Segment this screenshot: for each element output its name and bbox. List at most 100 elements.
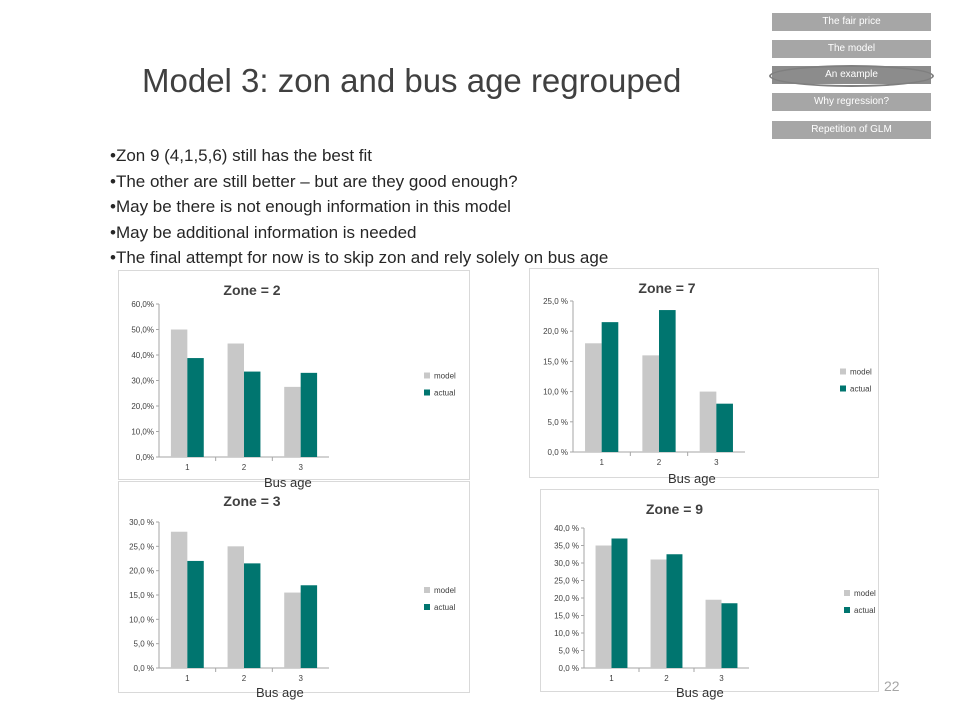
chart-svg: Zone = 7 0,0 % 5,0 % 10,0 % 15,0 % 20,0 % 25,0… <box>543 280 872 467</box>
bullet-item: •The other are still better – but are th… <box>110 171 518 191</box>
x-tick-label: 3 <box>298 674 303 683</box>
y-tick-label: 20,0 % <box>554 594 579 603</box>
legend-swatch-actual <box>840 385 846 392</box>
y-tick-label: 25,0 % <box>543 297 568 306</box>
y-tick-label: 0,0 % <box>559 664 579 673</box>
legend-swatch-model <box>424 372 430 379</box>
active-nav-highlight <box>769 65 934 87</box>
x-tick-label: 2 <box>242 463 247 472</box>
y-tick-label: 20,0 % <box>129 567 154 576</box>
bullet-item: •May be additional information is needed <box>110 222 417 242</box>
bar-model-3 <box>705 599 722 668</box>
y-tick-label: 10,0 % <box>543 388 568 397</box>
legend-swatch-model <box>840 368 846 375</box>
y-tick-label: 30,0 % <box>554 559 579 568</box>
legend-label-model: model <box>434 586 456 595</box>
page-number: 22 <box>884 678 900 694</box>
y-tick-label: 10,0% <box>131 428 154 437</box>
y-tick-label: 15,0 % <box>129 591 154 600</box>
bullet-item: •May be there is not enough information … <box>110 197 511 216</box>
legend-label-actual: actual <box>434 603 456 612</box>
bar-actual-1 <box>187 560 204 668</box>
y-tick-label: 5,0 % <box>559 647 579 656</box>
y-tick-label: 30,0 % <box>129 518 154 527</box>
legend-swatch-actual <box>424 389 430 396</box>
bar-model-2 <box>227 343 244 457</box>
chart-title: Zone = 3 <box>223 493 280 509</box>
y-tick-label: 0,0 % <box>548 448 568 457</box>
y-tick-label: 35,0 % <box>554 542 579 551</box>
y-tick-label: 50,0% <box>131 326 154 335</box>
chart-title: Zone = 2 <box>223 282 280 298</box>
bar-actual-3 <box>716 403 733 452</box>
x-tick-label: 2 <box>664 674 669 683</box>
legend-swatch-model <box>424 587 430 593</box>
bullet-item: •Zon 9 (4,1,5,6) still has the best fit <box>110 146 373 165</box>
slide-title: Model 3: zon and bus age regrouped <box>142 62 682 99</box>
bullet-item: •The final attempt for now is to skip zo… <box>110 248 609 267</box>
bar-actual-2 <box>244 563 261 668</box>
y-tick-label: 10,0 % <box>129 615 154 624</box>
bar-actual-2 <box>666 554 683 668</box>
y-tick-label: 5,0 % <box>548 418 568 427</box>
x-tick-label: 1 <box>599 458 604 467</box>
bar-model-3 <box>284 592 301 668</box>
chart-title: Zone = 9 <box>646 501 703 517</box>
x-tick-label: 1 <box>185 674 190 683</box>
y-tick-label: 5,0 % <box>134 640 154 649</box>
chart-svg: Zone = 3 0,0 % 5,0 % 10,0 % 15,0 % 20,0 % 25,0… <box>129 493 456 683</box>
x-tick-label: 2 <box>242 674 247 683</box>
y-tick-label: 25,0 % <box>129 542 154 551</box>
nav-item-fair-price[interactable]: The fair price <box>772 13 931 31</box>
x-tick-label: 3 <box>298 463 303 472</box>
x-axis-label-zone-9: Bus age <box>676 685 724 700</box>
chart-zone-9: Zone = 9 0,0 % 5,0 % 10,0 % 15,0 % 20,0 % 25,0… <box>540 489 879 692</box>
legend-label-actual: actual <box>434 389 456 398</box>
x-axis-label-zone-3: Bus age <box>256 685 304 700</box>
bar-model-1 <box>595 545 612 668</box>
y-tick-label: 20,0% <box>131 402 154 411</box>
chart-svg: Zone = 2 0,0% 10,0% 20,0% 30,0% 40,0% 50,0% 60,… <box>131 282 456 472</box>
y-tick-label: 30,0% <box>131 377 154 386</box>
y-tick-label: 0,0 % <box>134 664 154 673</box>
bar-model-1 <box>170 329 188 457</box>
y-tick-label: 15,0 % <box>554 612 579 621</box>
y-tick-label: 15,0 % <box>543 357 568 366</box>
y-tick-label: 20,0 % <box>543 327 568 336</box>
legend-label-actual: actual <box>854 606 876 615</box>
bar-actual-1 <box>187 358 204 457</box>
bar-model-3 <box>699 391 717 452</box>
bar-model-3 <box>284 386 301 457</box>
chart-svg: Zone = 9 0,0 % 5,0 % 10,0 % 15,0 % 20,0 % 25,0… <box>554 501 876 683</box>
legend-swatch-actual <box>844 607 850 613</box>
bullet-list: •Zon 9 (4,1,5,6) still has the best fit … <box>110 143 608 271</box>
chart-zone-3: Zone = 3 0,0 % 5,0 % 10,0 % 15,0 % 20,0 % 25,0… <box>118 481 470 693</box>
bar-actual-3 <box>300 372 318 457</box>
chart-zone-2: Zone = 2 0,0% 10,0% 20,0% 30,0% 40,0% 50,0% 60,… <box>118 270 470 480</box>
bar-model-1 <box>585 343 602 452</box>
legend-label-actual: actual <box>850 385 872 394</box>
y-tick-label: 60,0% <box>131 300 154 309</box>
x-tick-label: 2 <box>657 458 662 467</box>
x-tick-label: 3 <box>714 458 719 467</box>
bar-actual-3 <box>300 585 318 668</box>
legend-swatch-model <box>844 590 850 596</box>
bar-actual-1 <box>601 322 619 452</box>
bar-actual-3 <box>721 603 738 668</box>
legend-label-model: model <box>850 368 872 377</box>
nav-item-repetition-glm[interactable]: Repetition of GLM <box>772 121 931 139</box>
nav-item-model[interactable]: The model <box>772 40 931 58</box>
bar-actual-1 <box>611 538 628 668</box>
legend-label-model: model <box>434 372 456 381</box>
nav-item-why-regression[interactable]: Why regression? <box>772 93 931 111</box>
y-tick-label: 40,0% <box>131 351 154 360</box>
chart-zone-7: Zone = 7 0,0 % 5,0 % 10,0 % 15,0 % 20,0 % 25,0… <box>529 268 879 478</box>
bar-model-1 <box>170 531 188 668</box>
chart-title: Zone = 7 <box>638 280 695 296</box>
x-axis-label-zone-7: Bus age <box>668 471 716 486</box>
x-tick-label: 1 <box>609 674 614 683</box>
y-tick-label: 25,0 % <box>554 577 579 586</box>
bar-actual-2 <box>659 310 676 452</box>
legend-label-model: model <box>854 589 876 598</box>
bar-model-2 <box>642 355 659 452</box>
